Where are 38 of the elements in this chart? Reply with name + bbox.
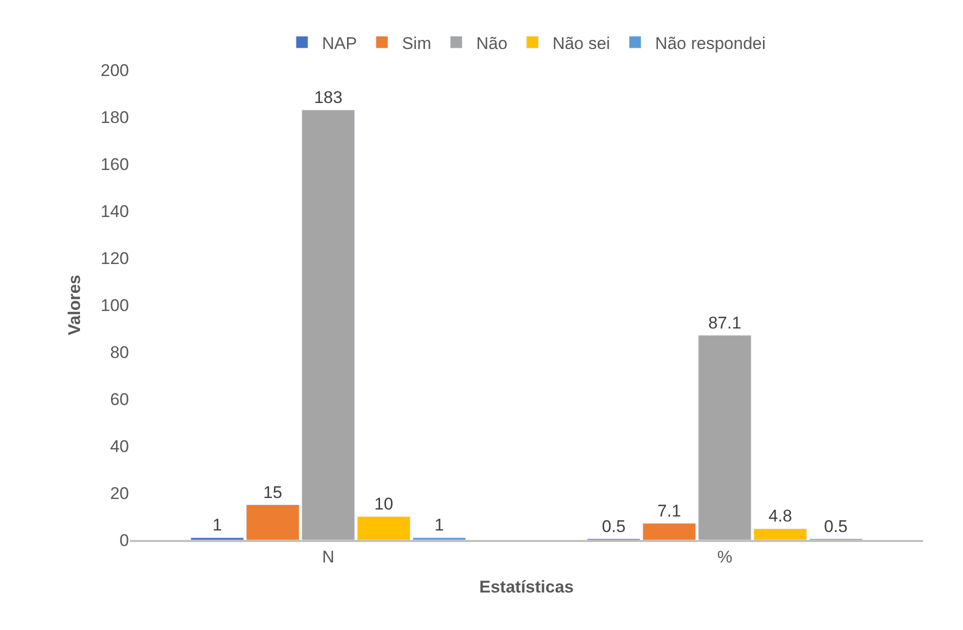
data-label: 0.5 (824, 516, 848, 536)
bar (357, 516, 410, 540)
y-tick-label: 80 (110, 342, 129, 362)
data-label: 1 (212, 516, 222, 535)
y-axis-title: Valores (65, 274, 84, 336)
legend-label: Não (476, 34, 508, 53)
bar (754, 528, 807, 540)
y-tick-label: 100 (100, 296, 129, 315)
y-tick-label: 40 (110, 436, 129, 456)
data-label: 1 (434, 516, 444, 535)
bar (302, 110, 355, 540)
data-label: 4.8 (768, 506, 792, 526)
y-tick-label: 60 (110, 390, 129, 409)
data-label: 7.1 (657, 501, 682, 520)
data-label: 15 (263, 482, 282, 502)
data-label: 183 (314, 88, 342, 107)
y-tick-label: 0 (120, 530, 129, 550)
bar (698, 335, 752, 540)
x-tick-label: % (717, 547, 732, 566)
y-tick-label: 20 (110, 484, 129, 503)
legend-label: NAP (322, 34, 357, 53)
data-label: 10 (374, 494, 394, 514)
y-tick-label: 200 (100, 60, 129, 80)
bar (190, 537, 244, 540)
y-tick-label: 160 (100, 154, 129, 174)
y-tick-label: 180 (100, 108, 129, 127)
x-tick-label: N (322, 547, 334, 566)
bar (246, 504, 300, 540)
data-label: 0.5 (602, 516, 626, 536)
data-label: 87.1 (708, 313, 742, 332)
legend-label: Sim (402, 34, 432, 53)
bar (412, 537, 466, 540)
legend-label: Não sei (552, 34, 610, 53)
bar (642, 523, 696, 540)
legend-label: Não respondei (655, 34, 766, 53)
y-tick-label: 120 (100, 248, 129, 268)
x-axis-title: Estatísticas (479, 577, 574, 596)
y-tick-label: 140 (100, 202, 129, 221)
